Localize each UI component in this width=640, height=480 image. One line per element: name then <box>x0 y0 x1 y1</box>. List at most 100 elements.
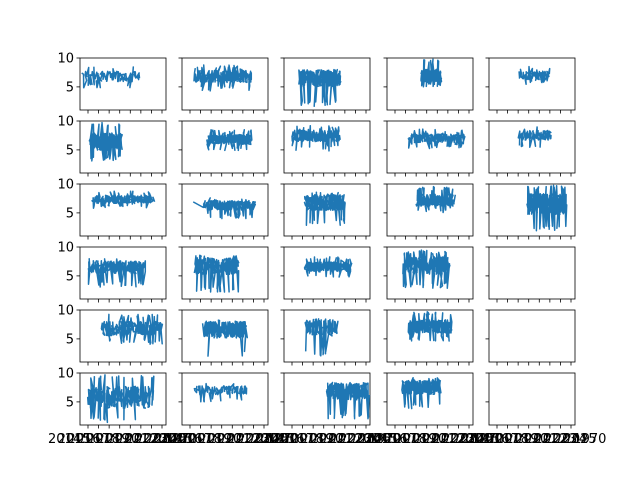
x-tick-label: 2015 <box>365 432 398 447</box>
x-tick-label: 2021 <box>423 432 456 447</box>
x-tick-label: 2019 <box>404 432 437 447</box>
x-tick-label: 2016 <box>67 432 100 447</box>
panel-r3c4 <box>383 183 474 240</box>
series-line-r2c3 <box>291 124 341 152</box>
panel-r1c4 <box>383 57 474 114</box>
x-tick-label: 2016 <box>271 432 304 447</box>
x-tick-label: 2021 <box>320 432 353 447</box>
series-line-r2c4 <box>407 128 466 150</box>
panel-r4c5 <box>485 246 576 303</box>
x-tick-label: 2020 <box>208 432 241 447</box>
x-tick-label: 2016 <box>374 432 407 447</box>
x-tick-label: 2022 <box>535 432 568 447</box>
x-tick-label: 2014 <box>252 432 285 447</box>
x-tick-label: 1970 <box>266 432 299 447</box>
panel-r2c4 <box>383 120 474 177</box>
series-line-r5c2 <box>201 319 249 357</box>
axes-frame <box>488 246 576 300</box>
x-tick-label: 2024 <box>247 432 280 447</box>
x-tick-label: 2017 <box>179 432 212 447</box>
x-tick-label: 2025 <box>257 432 290 447</box>
x-tick-label: 2023 <box>442 432 475 447</box>
panel-r6c3 <box>280 372 371 429</box>
x-tick-label: 2022 <box>228 432 261 447</box>
series-line-r2c5 <box>517 126 552 148</box>
x-tick-label: 2023 <box>544 432 577 447</box>
axes-frame <box>79 183 167 237</box>
x-tick-label: 2018 <box>394 432 427 447</box>
x-tick-label: 2025 <box>359 432 392 447</box>
panel-r5c5 <box>485 309 576 366</box>
x-tick-labels-bottom: 2014201520162017201820192020202120222023… <box>48 432 606 447</box>
x-tick-label: 2022 <box>126 432 159 447</box>
panel-r3c5 <box>485 183 576 240</box>
series-line-r4c3 <box>303 256 353 278</box>
panel-r2c1: 5 10 <box>57 115 167 177</box>
panel-r6c1: 5 10 <box>57 367 167 429</box>
series-line-r6c2 <box>193 382 248 403</box>
axes-frame <box>79 57 167 111</box>
panel-r5c3 <box>280 309 371 366</box>
series-line-r3c5 <box>526 184 568 232</box>
y-tick-label: 10 <box>57 52 74 67</box>
panel-r3c2 <box>178 183 269 240</box>
panel-r3c3 <box>280 183 371 240</box>
x-tick-label: 2020 <box>310 432 343 447</box>
axes-frame <box>386 183 474 237</box>
x-tick-label: 2022 <box>433 432 466 447</box>
y-tick-label: 5 <box>66 80 74 95</box>
axes-frame <box>488 309 576 363</box>
axes-frame <box>488 120 576 174</box>
x-tick-label: 2015 <box>467 432 500 447</box>
series-line-r5c3 <box>304 318 339 357</box>
series-line-r4c1 <box>87 258 147 288</box>
y-tick-label: 5 <box>66 332 74 347</box>
series-line-r2c1 <box>88 121 123 162</box>
panel-r5c1: 5 10 <box>57 304 167 366</box>
panel-r1c2 <box>178 57 269 114</box>
y-tick-label: 10 <box>57 115 74 130</box>
series-line-r3c2 <box>192 197 257 220</box>
axes-frame <box>488 57 576 111</box>
x-tick-label: 2021 <box>525 432 558 447</box>
x-tick-label: 2020 <box>106 432 139 447</box>
x-tick-label: 2024 <box>349 432 382 447</box>
x-tick-label: 2024 <box>452 432 485 447</box>
series-line-r3c4 <box>415 185 457 214</box>
panel-r1c1: 5 10 <box>57 52 167 114</box>
panel-r4c3 <box>280 246 371 303</box>
x-tick-label: 1970 <box>368 432 401 447</box>
x-tick-label: 1970 <box>164 432 197 447</box>
panel-r2c3 <box>280 120 371 177</box>
series-line-r3c3 <box>303 191 346 227</box>
panel-r5c2 <box>178 309 269 366</box>
x-tick-label: 2015 <box>58 432 91 447</box>
x-tick-label: 2021 <box>218 432 251 447</box>
y-tick-label: 5 <box>66 143 74 158</box>
x-tick-label: 2017 <box>384 432 417 447</box>
panel-r3c1: 5 10 <box>57 178 167 240</box>
x-tick-label: 2014 <box>355 432 388 447</box>
x-tick-label: 2014 <box>48 432 81 447</box>
series-line-r5c4 <box>407 310 453 342</box>
x-tick-label: 2019 <box>97 432 130 447</box>
x-tick-label: 2018 <box>496 432 529 447</box>
x-tick-label: 2025 <box>462 432 495 447</box>
x-tick-label: 2023 <box>135 432 168 447</box>
panel-r6c5 <box>485 372 576 429</box>
panel-r2c5 <box>485 120 576 177</box>
x-tick-label: 2017 <box>77 432 110 447</box>
x-tick-label: 2018 <box>291 432 324 447</box>
x-tick-label: 2017 <box>281 432 314 447</box>
x-tick-label: 2019 <box>506 432 539 447</box>
x-tick-label: 1970 <box>573 432 606 447</box>
series-line-r6c4 <box>401 376 442 410</box>
x-tick-label: 2022 <box>330 432 363 447</box>
x-tick-label: 1970 <box>471 432 504 447</box>
panel-r5c4 <box>383 309 474 366</box>
series-line-r4c4 <box>402 249 451 289</box>
panel-r1c3 <box>280 57 371 114</box>
x-tick-label: 2015 <box>262 432 295 447</box>
panel-grid: 5 10 5 10 5 10 5 10 5 10 5 10 <box>57 52 576 429</box>
